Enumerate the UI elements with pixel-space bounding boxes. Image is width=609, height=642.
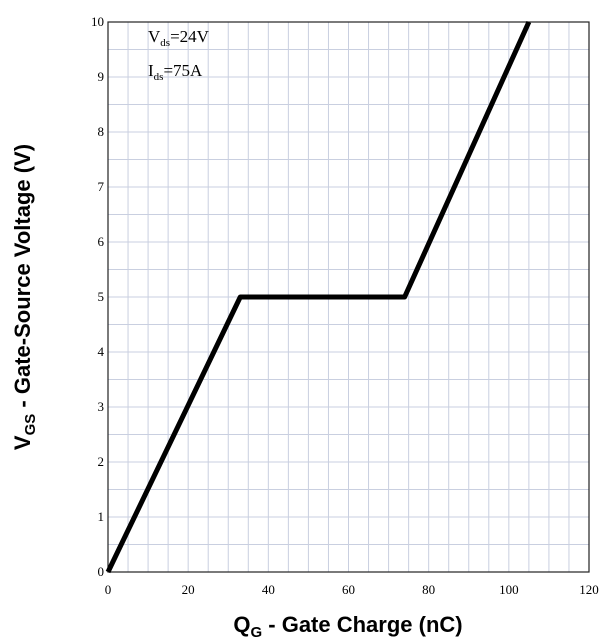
x-tick-label: 80 — [422, 582, 435, 597]
x-tick-label: 100 — [499, 582, 519, 597]
x-tick-label: 20 — [182, 582, 195, 597]
series-line-0 — [105, 20, 532, 574]
y-tick-label: 2 — [98, 454, 105, 469]
y-tick-label: 8 — [98, 124, 105, 139]
y-tick-label: 10 — [91, 14, 104, 29]
x-tick-label: 60 — [342, 582, 355, 597]
series-group — [105, 20, 532, 574]
y-tick-label: 4 — [98, 344, 105, 359]
y-tick-label: 1 — [98, 509, 105, 524]
y-tick-label: 0 — [98, 564, 105, 579]
x-tick-label: 0 — [105, 582, 112, 597]
x-tick-labels: 0 20 40 60 80 100 120 — [105, 582, 599, 597]
x-axis-label: QG - Gate Charge (nC) — [233, 612, 462, 641]
y-tick-label: 5 — [98, 289, 105, 304]
annotation-ids: Ids=75A — [148, 61, 203, 83]
annotation-vds: Vds=24V — [148, 27, 210, 49]
y-tick-label: 3 — [98, 399, 105, 414]
y-tick-labels: 0 1 2 3 4 5 6 7 8 9 10 — [91, 14, 105, 579]
y-tick-label: 6 — [98, 234, 105, 249]
y-axis-label: VGS - Gate-Source Voltage (V) — [10, 144, 39, 450]
annotation-box: Vds=24V Ids=75A — [148, 27, 210, 83]
x-tick-label: 120 — [579, 582, 599, 597]
y-tick-label: 9 — [98, 69, 105, 84]
x-tick-label: 40 — [262, 582, 275, 597]
plot-frame — [107, 21, 590, 573]
y-tick-label: 7 — [98, 179, 105, 194]
